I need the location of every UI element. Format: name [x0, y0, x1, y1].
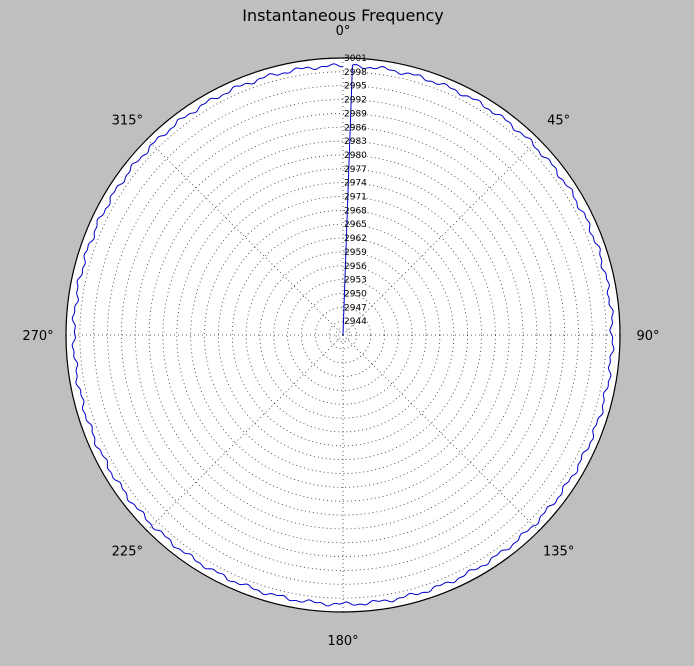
- r-gridline: [287, 279, 399, 391]
- theta-tick-label: 225°: [112, 545, 143, 560]
- r-gridline: [273, 265, 413, 405]
- r-tick-label: 2947: [344, 303, 367, 313]
- r-gridline: [148, 140, 538, 530]
- r-tick-label: 2950: [344, 289, 367, 299]
- theta-tick-label: 0°: [336, 24, 351, 39]
- r-gridline: [204, 196, 482, 474]
- r-tick-label: 2971: [344, 193, 367, 203]
- r-tick-label: 2992: [344, 96, 367, 106]
- plot-area: 2944 2947 2950 2953 2956 2959 2962 2965 2968 2971…: [22, 24, 659, 649]
- r-tick-label: 2944: [344, 317, 367, 327]
- r-tick-label: 2974: [344, 179, 367, 189]
- r-tick-label: 2977: [344, 165, 367, 175]
- theta-tick-label: 270°: [22, 329, 53, 344]
- r-tick-label: 2962: [344, 234, 367, 244]
- r-tick-label: 2953: [344, 276, 367, 286]
- theta-tick-label: 180°: [327, 634, 358, 649]
- r-tick-label: 2980: [344, 151, 367, 161]
- r-tick-label: 2995: [344, 82, 367, 92]
- r-gridline: [79, 71, 607, 599]
- r-tick-label: 2968: [344, 206, 367, 216]
- r-tick-label: 2959: [344, 248, 367, 258]
- chart-title: Instantaneous Frequency: [242, 6, 443, 25]
- r-gridline: [259, 251, 427, 419]
- r-gridline: [176, 168, 510, 502]
- r-gridline: [93, 85, 593, 585]
- r-tick-label: 3001: [344, 54, 367, 64]
- theta-tick-label: 45°: [547, 113, 570, 128]
- theta-tick-label: 90°: [636, 329, 659, 344]
- r-tick-label: 2986: [344, 123, 367, 133]
- r-gridline: [301, 293, 385, 377]
- r-tick-label: 2983: [344, 137, 367, 147]
- theta-tick-label: 315°: [112, 113, 143, 128]
- r-gridline: [107, 99, 579, 571]
- r-gridline: [120, 112, 566, 558]
- theta-tick-label: 135°: [543, 545, 574, 560]
- r-gridline: [134, 126, 552, 544]
- r-tick-label: 2965: [344, 220, 367, 230]
- r-tick-label: 2998: [344, 68, 367, 78]
- polar-axes-frame: [65, 57, 621, 613]
- r-tick-label: 2956: [344, 262, 367, 272]
- r-tick-label: 2989: [344, 109, 367, 119]
- series-line: [71, 63, 615, 607]
- r-gridline: [314, 306, 372, 364]
- r-gridline: [231, 223, 455, 447]
